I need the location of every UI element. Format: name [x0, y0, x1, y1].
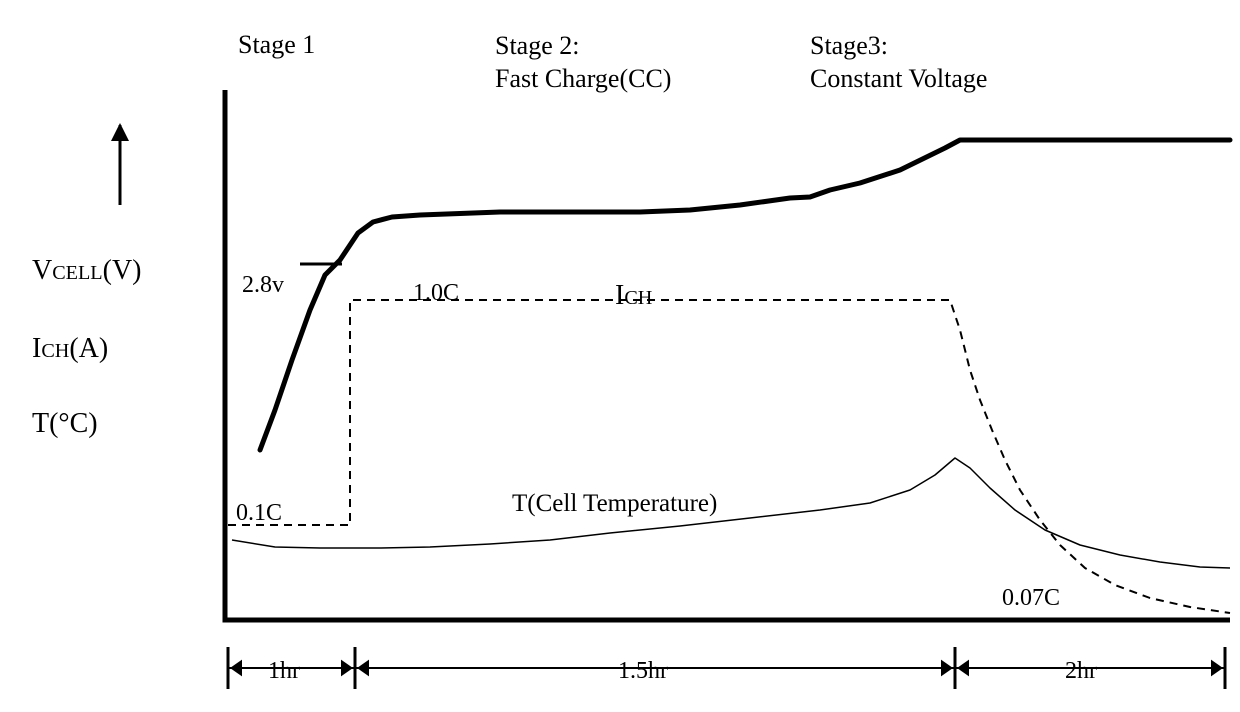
x-segment-label-2: 2hr	[1065, 658, 1097, 685]
temp-curve	[232, 458, 1230, 568]
vcell-curve	[260, 140, 1230, 450]
annotation-0-07c: 0.07C	[1002, 585, 1060, 612]
stage3-label: Stage3: Constant Voltage	[810, 30, 987, 95]
annotation-1c: 1.0C	[413, 280, 459, 307]
x-segment-label-0: 1hr	[268, 658, 300, 685]
y-label-temp: T(°C)	[32, 408, 98, 440]
annotation-temp: T(Cell Temperature)	[512, 490, 717, 518]
y-label-ich: ICH(A)	[32, 333, 108, 365]
stage1-label: Stage 1	[238, 30, 315, 60]
x-segment-label-1: 1.5hr	[618, 658, 668, 685]
stage2-label: Stage 2: Fast Charge(CC)	[495, 30, 671, 95]
y-label-vcell: VCELL(V)	[32, 255, 142, 287]
ich-curve	[228, 300, 1230, 613]
annotation-ich: ICH	[615, 280, 652, 312]
annotation-2-8v: 2.8v	[242, 272, 284, 299]
annotation-0-1c: 0.1C	[236, 500, 282, 527]
